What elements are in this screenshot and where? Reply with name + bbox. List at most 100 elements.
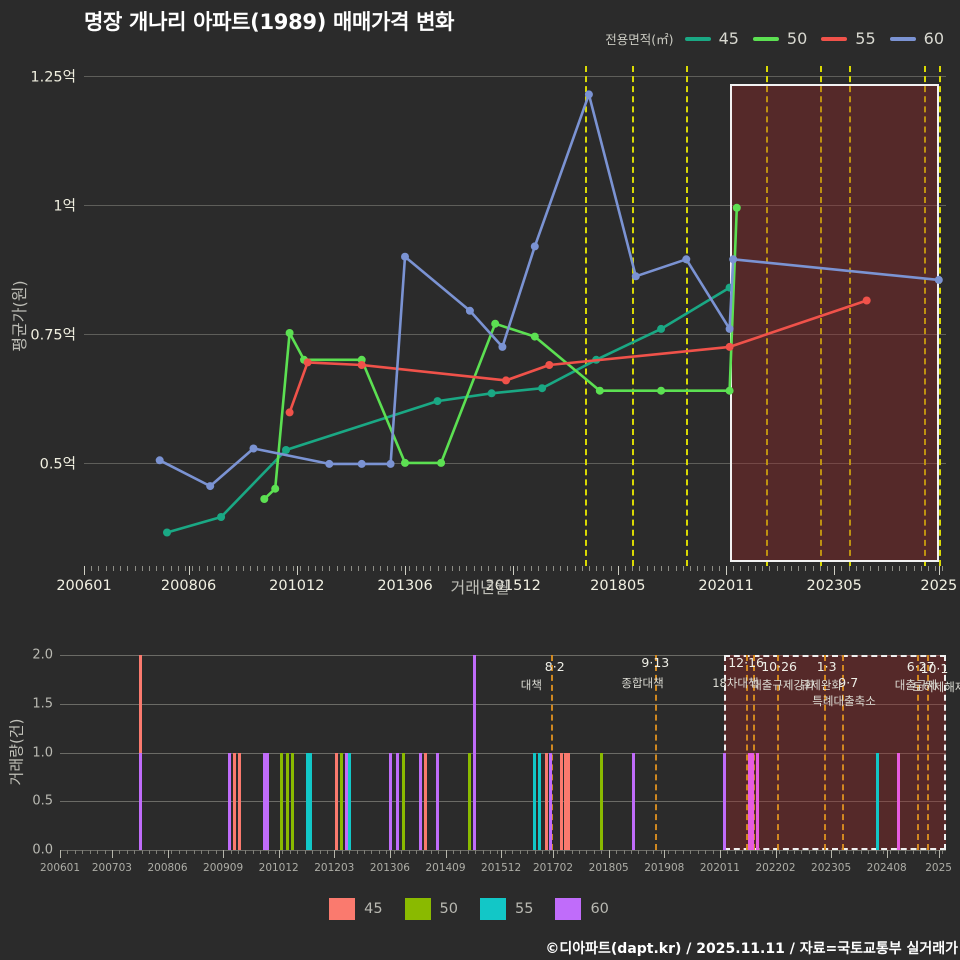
volume-bar[interactable]	[599, 752, 603, 850]
volume-bar[interactable]	[533, 752, 537, 850]
volume-bar[interactable]	[722, 752, 726, 850]
x-tick	[552, 566, 554, 571]
series-point-50[interactable]	[657, 386, 666, 395]
volume-bar[interactable]	[285, 752, 289, 850]
series-point-60[interactable]	[357, 459, 366, 468]
series-point-55[interactable]	[303, 358, 312, 367]
volume-bar[interactable]	[263, 752, 267, 850]
series-point-55[interactable]	[357, 361, 366, 369]
legend-item-45[interactable]: 45	[684, 29, 751, 48]
volume-bar[interactable]	[233, 752, 236, 850]
volume-bar[interactable]	[266, 752, 270, 850]
volume-x-tick	[860, 850, 862, 854]
legend-item-55[interactable]: 55	[821, 29, 887, 48]
series-point-60[interactable]	[465, 306, 474, 315]
series-point-60[interactable]	[725, 324, 734, 333]
volume-bar[interactable]	[751, 752, 755, 850]
page-title: 명장 개나리 아파트(1989) 매매가격 변화	[84, 10, 455, 34]
series-point-45[interactable]	[487, 389, 496, 398]
series-point-50[interactable]	[285, 329, 294, 337]
vol-legend-item-55[interactable]: 55	[480, 898, 555, 920]
volume-bar[interactable]	[467, 752, 471, 850]
volume-bar[interactable]	[347, 752, 351, 850]
volume-bar[interactable]	[388, 752, 392, 850]
x-tick	[884, 566, 886, 571]
series-point-60[interactable]	[249, 444, 258, 453]
series-point-50[interactable]	[401, 458, 409, 467]
vol-legend-item-50[interactable]: 50	[404, 898, 480, 920]
volume-bar[interactable]	[549, 752, 553, 850]
volume-bar[interactable]	[424, 752, 428, 850]
series-point-60[interactable]	[498, 342, 507, 351]
volume-bar[interactable]	[335, 752, 339, 850]
series-point-55[interactable]	[862, 296, 871, 305]
volume-bar[interactable]	[632, 752, 636, 850]
series-point-60[interactable]	[325, 459, 334, 468]
volume-x-tick	[438, 850, 440, 854]
series-point-55[interactable]	[502, 376, 510, 385]
volume-bar[interactable]	[290, 752, 294, 850]
volume-bar[interactable]	[564, 752, 568, 850]
series-point-60[interactable]	[530, 242, 539, 251]
volume-bar[interactable]	[544, 752, 548, 850]
volume-bar[interactable]	[228, 752, 232, 850]
volume-bar[interactable]	[435, 752, 439, 850]
volume-bar[interactable]	[402, 752, 405, 850]
series-point-60[interactable]	[682, 255, 691, 264]
volume-bar[interactable]	[876, 752, 879, 850]
series-point-60[interactable]	[401, 252, 409, 261]
series-point-60[interactable]	[934, 275, 943, 284]
x-tick	[423, 566, 424, 571]
series-point-60[interactable]	[206, 482, 215, 491]
volume-bar[interactable]	[139, 752, 143, 850]
x-tick-major	[188, 566, 190, 575]
vol-legend-item-45[interactable]: 45	[329, 898, 404, 920]
volume-bar[interactable]	[537, 752, 541, 850]
series-point-45[interactable]	[163, 528, 171, 537]
volume-bar[interactable]	[340, 752, 343, 850]
volume-bar[interactable]	[279, 752, 283, 850]
vol-legend-item-60[interactable]: 60	[555, 898, 630, 920]
series-point-45[interactable]	[217, 513, 226, 521]
volume-bar[interactable]	[756, 752, 760, 850]
x-tick	[841, 566, 843, 571]
volume-bar[interactable]	[567, 752, 571, 850]
volume-recent-highlight	[723, 655, 946, 850]
series-point-60[interactable]	[584, 90, 593, 99]
series-point-60[interactable]	[631, 272, 640, 281]
series-point-50[interactable]	[491, 319, 500, 328]
volume-bar[interactable]	[418, 752, 422, 850]
series-point-50[interactable]	[725, 386, 734, 395]
legend-item-60[interactable]: 60	[889, 29, 956, 48]
series-point-50[interactable]	[437, 458, 446, 467]
series-point-45[interactable]	[433, 397, 442, 406]
x-tick-label: 201012	[269, 578, 325, 594]
volume-bar[interactable]	[238, 752, 242, 850]
policy-vline	[632, 66, 635, 566]
series-point-50[interactable]	[530, 332, 539, 341]
series-point-50[interactable]	[595, 386, 604, 395]
series-point-60[interactable]	[386, 459, 395, 468]
series-point-50[interactable]	[260, 495, 269, 503]
policy-vline	[848, 66, 851, 566]
volume-bar[interactable]	[747, 752, 751, 850]
legend-item-50[interactable]: 50	[752, 29, 819, 48]
series-point-50[interactable]	[732, 203, 741, 212]
series-point-45[interactable]	[538, 384, 547, 393]
x-tick	[689, 566, 691, 571]
series-point-50[interactable]	[271, 484, 280, 493]
volume-bar[interactable]	[472, 655, 476, 850]
series-point-55[interactable]	[725, 342, 734, 351]
series-point-45[interactable]	[657, 324, 666, 333]
series-point-55[interactable]	[285, 408, 294, 417]
series-point-60[interactable]	[729, 255, 738, 264]
series-point-55[interactable]	[545, 361, 554, 369]
series-point-45[interactable]	[282, 446, 290, 454]
volume-bar[interactable]	[897, 752, 901, 850]
volume-bar[interactable]	[396, 752, 400, 850]
volume-bar[interactable]	[309, 752, 313, 850]
volume-bar[interactable]	[560, 752, 564, 850]
volume-bar[interactable]	[305, 752, 309, 850]
series-point-60[interactable]	[155, 456, 164, 465]
volume-bar[interactable]	[344, 752, 348, 850]
